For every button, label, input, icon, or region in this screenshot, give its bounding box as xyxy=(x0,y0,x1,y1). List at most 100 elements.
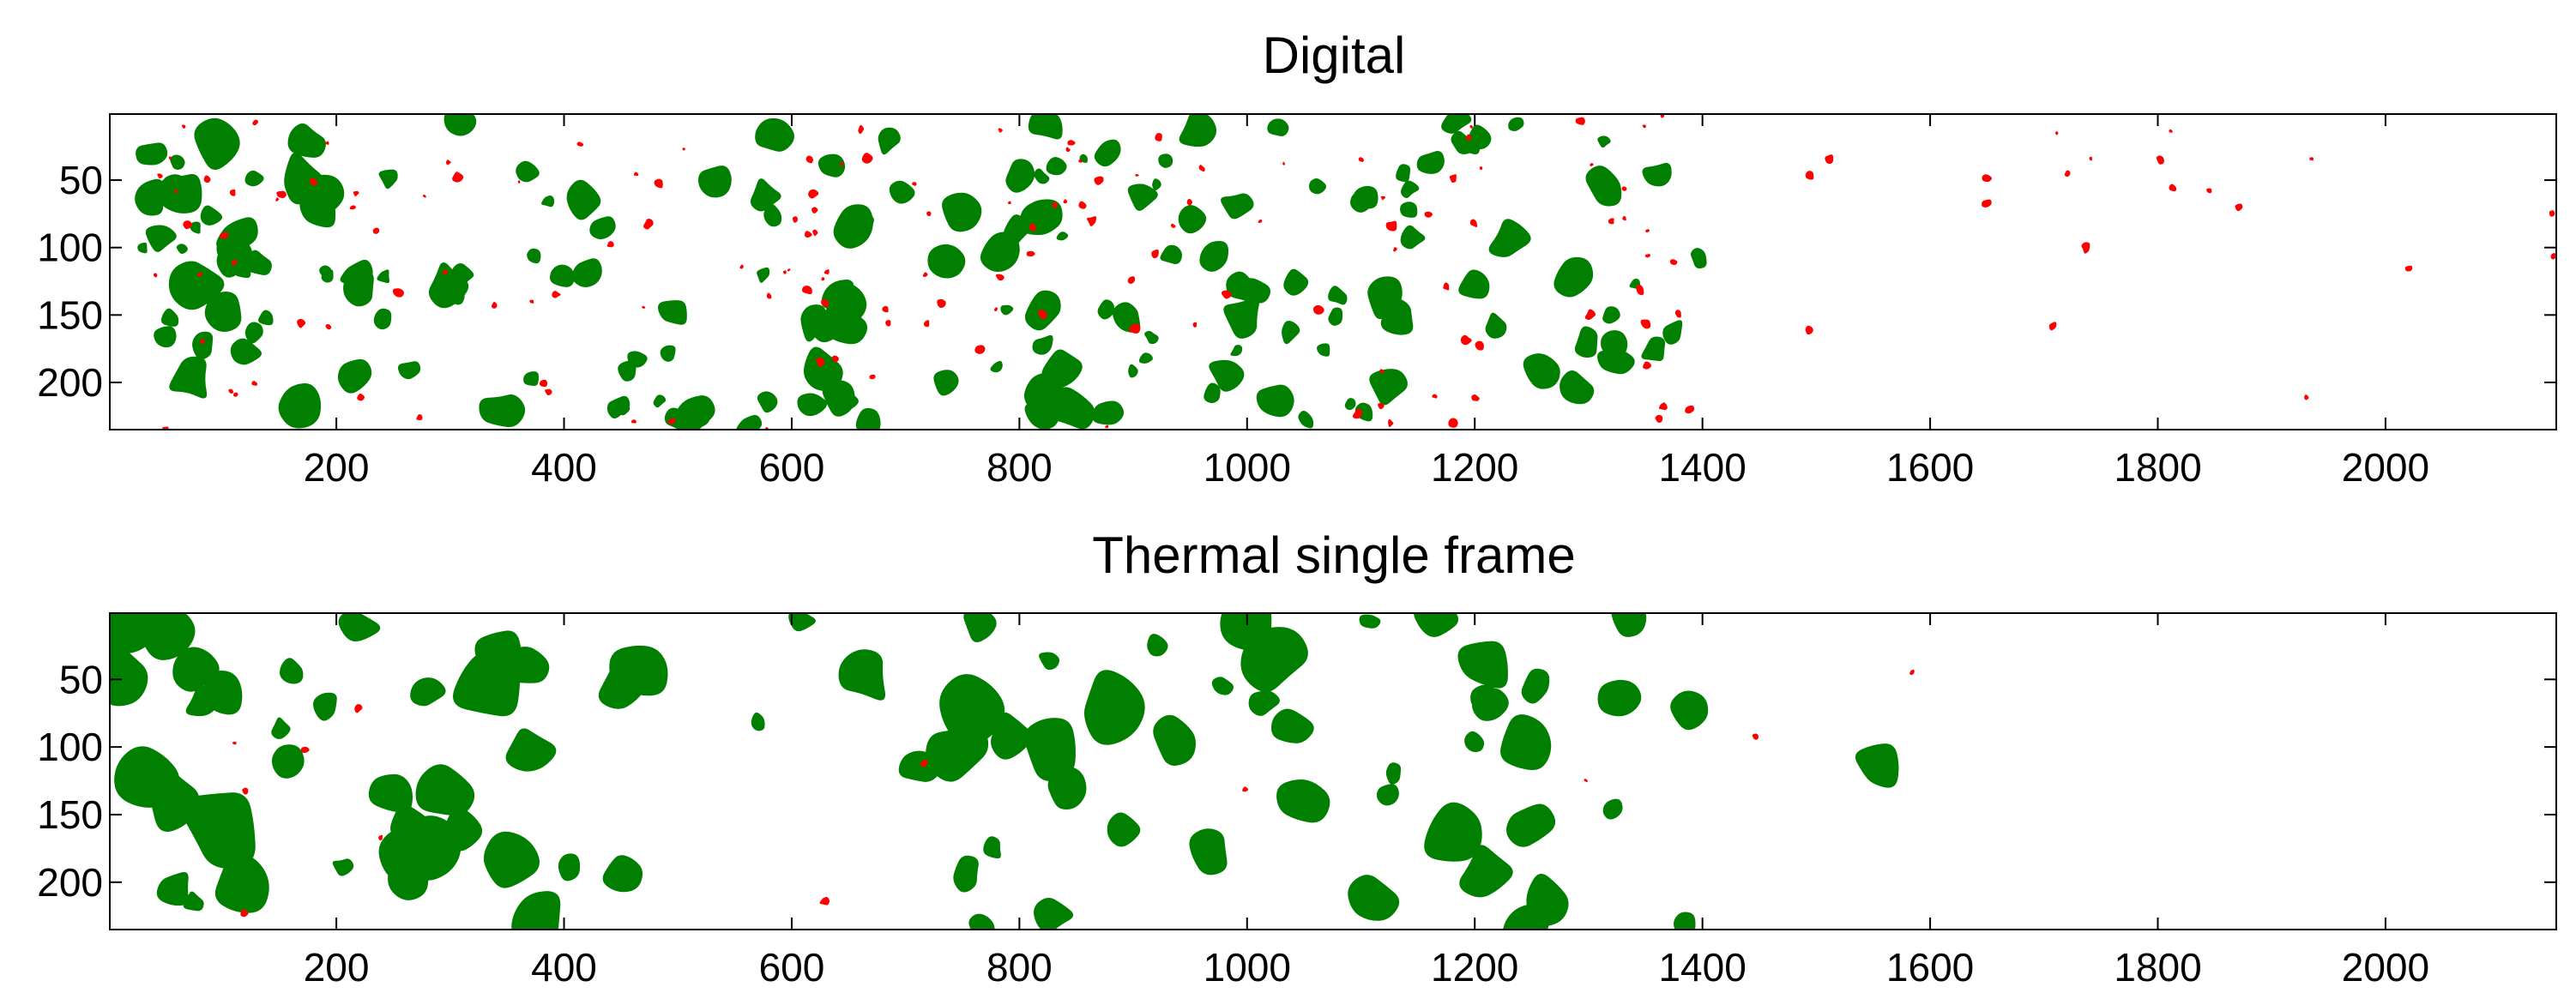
class-b-region xyxy=(1644,254,1650,258)
class-a-region xyxy=(963,613,997,642)
class-b-region xyxy=(353,190,359,197)
class-a-region xyxy=(589,216,616,239)
class-a-region xyxy=(757,391,778,413)
class-b-region xyxy=(667,418,676,425)
class-a-region xyxy=(653,394,667,408)
class-b-region xyxy=(1469,219,1478,227)
class-b-region xyxy=(1584,309,1596,320)
class-b-region xyxy=(173,189,178,194)
class-a-region xyxy=(942,192,982,232)
class-b-region xyxy=(251,381,258,386)
class-a-region xyxy=(968,913,995,930)
x-axis: 200 400 600 800 1000 1200 1400 1600 1800 2000 xyxy=(304,613,2429,990)
class-a-region xyxy=(1189,828,1228,876)
class-a-region xyxy=(1380,298,1414,335)
plot-frame xyxy=(109,113,2557,430)
class-a-region xyxy=(1221,193,1254,220)
class-a-region xyxy=(1024,400,1060,430)
class-a-region xyxy=(415,764,475,816)
class-a-region xyxy=(1298,411,1314,429)
class-b-region xyxy=(654,178,663,189)
class-a-region xyxy=(1690,248,1707,269)
class-b-region xyxy=(1379,369,1385,374)
class-b-region xyxy=(642,305,646,309)
class-b-region xyxy=(1590,163,1594,166)
class-a-region xyxy=(1553,256,1594,298)
class-b-region xyxy=(1669,259,1678,266)
class-a-region xyxy=(1204,382,1221,404)
class-a-region xyxy=(933,370,959,396)
class-a-region xyxy=(1211,677,1234,695)
class-a-region xyxy=(606,395,630,419)
class-a-region xyxy=(1028,114,1063,140)
class-a-region xyxy=(257,310,274,326)
class-a-region xyxy=(1855,743,1899,788)
class-b-region xyxy=(782,270,787,274)
class-b-region xyxy=(446,159,451,165)
class-a-region xyxy=(1256,384,1294,418)
class-b-region xyxy=(643,218,654,230)
x-tick-label: 1600 xyxy=(1886,945,1974,990)
class-b-region xyxy=(540,379,547,388)
class-a-region xyxy=(1602,306,1620,324)
class-a-region xyxy=(1500,714,1552,771)
class-b-region xyxy=(1466,134,1471,141)
class-a-region xyxy=(280,658,304,684)
class-a-region xyxy=(505,728,557,772)
y-tick-label: 50 xyxy=(59,158,103,202)
class-b-region xyxy=(1608,218,1614,225)
class-b-region xyxy=(1186,198,1192,206)
class-a-region xyxy=(991,712,1032,760)
class-a-region xyxy=(1350,191,1373,213)
class-a-region xyxy=(1328,286,1348,305)
class-b-region xyxy=(630,419,636,424)
class-b-region xyxy=(576,141,584,147)
class-a-region xyxy=(136,142,168,165)
class-a-region xyxy=(1508,117,1524,131)
class-b-region xyxy=(309,178,317,186)
x-tick-label: 1800 xyxy=(2114,445,2201,490)
class-a-region xyxy=(1267,118,1289,136)
class-b-region xyxy=(349,205,356,210)
class-b-region xyxy=(231,259,238,266)
class-a-region xyxy=(797,393,828,417)
class-b-region xyxy=(1805,171,1814,180)
class-b-region xyxy=(1479,166,1483,171)
class-b-region xyxy=(1067,140,1076,146)
class-b-region xyxy=(937,298,946,309)
class-a-region xyxy=(287,123,326,158)
class-a-region xyxy=(244,322,263,344)
x-tick-label: 600 xyxy=(759,445,825,490)
class-b-region xyxy=(1640,319,1651,329)
class-a-region xyxy=(1276,779,1330,823)
class-b-region xyxy=(1475,340,1484,351)
class-a-region xyxy=(410,677,446,707)
x-tick-label: 600 xyxy=(759,945,825,990)
class-a-region xyxy=(1597,135,1611,148)
class-b-region xyxy=(787,268,791,272)
panel-title: Digital xyxy=(1263,27,1406,84)
class-b-region xyxy=(1659,403,1668,411)
class-a-regions xyxy=(110,613,1899,930)
class-a-region xyxy=(1092,400,1125,425)
class-b-region xyxy=(325,141,329,145)
class-a-region xyxy=(1024,718,1076,781)
class-b-region xyxy=(805,155,813,164)
class-a-region xyxy=(299,174,345,217)
class-b-region xyxy=(2081,242,2090,254)
class-b-region xyxy=(1388,418,1394,428)
class-b-region xyxy=(422,195,426,198)
class-b-region xyxy=(354,704,363,713)
class-b-region xyxy=(1471,394,1480,401)
class-b-region xyxy=(2235,203,2243,212)
class-b-region xyxy=(1622,215,1626,221)
class-a-region xyxy=(889,180,915,204)
class-a-region xyxy=(751,712,765,731)
class-b-region xyxy=(995,274,1004,281)
class-b-region xyxy=(1621,186,1627,191)
class-b-region xyxy=(1642,124,1646,129)
class-b-region xyxy=(2048,322,2057,331)
class-b-region xyxy=(1127,276,1136,284)
class-a-region xyxy=(483,831,540,888)
